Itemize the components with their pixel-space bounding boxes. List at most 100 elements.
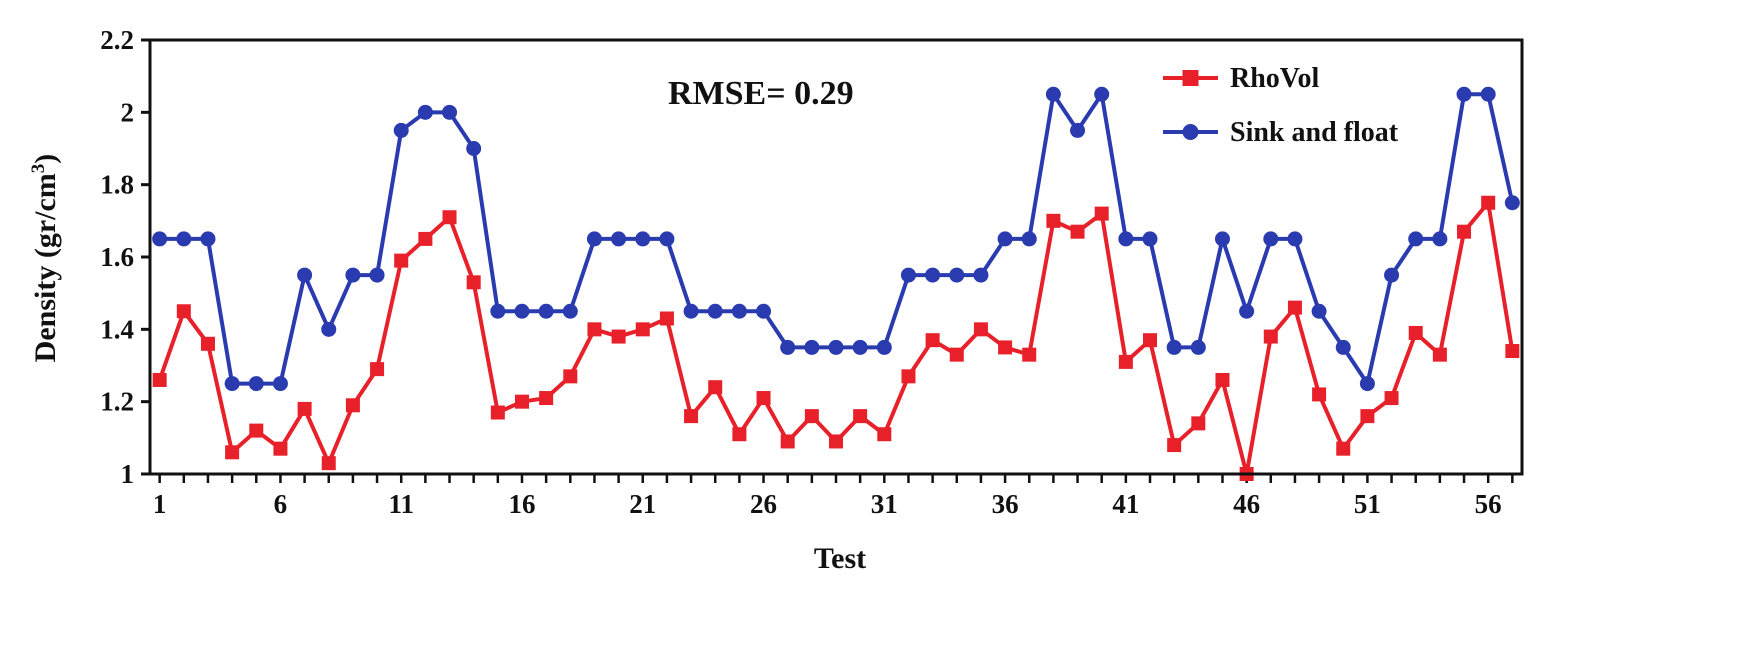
data-point <box>586 231 602 247</box>
svg-text:Density (gr/cm3): Density (gr/cm3) <box>28 154 62 363</box>
x-tick-label: 6 <box>274 489 288 519</box>
data-point <box>635 322 650 337</box>
data-point <box>442 210 457 225</box>
data-point <box>200 231 216 247</box>
data-point <box>611 231 627 247</box>
data-point <box>1504 195 1520 211</box>
y-tick-label: 2.2 <box>100 25 134 55</box>
data-point <box>152 231 168 247</box>
data-point <box>1360 409 1375 424</box>
data-point <box>297 267 313 283</box>
y-tick-label: 1.4 <box>100 314 134 344</box>
data-point <box>1094 86 1110 102</box>
data-point <box>684 409 699 424</box>
data-point <box>925 267 941 283</box>
data-point <box>756 303 772 319</box>
data-point <box>176 304 191 319</box>
y-tick-label: 1 <box>121 459 135 489</box>
data-point <box>321 456 336 471</box>
y-axis-ticks: 1 1.2 1.4 1.6 1.8 2 2.2 <box>100 25 150 489</box>
data-point <box>1118 231 1134 247</box>
data-point <box>829 434 843 449</box>
data-point <box>1045 86 1061 102</box>
data-point <box>442 104 458 120</box>
x-tick-label: 36 <box>992 489 1019 519</box>
data-point <box>611 329 626 344</box>
data-point <box>756 391 771 406</box>
x-axis-ticks: 1 6 11 16 21 26 31 36 41 46 51 56 <box>153 474 1514 519</box>
data-point <box>1021 231 1037 247</box>
data-point <box>683 303 699 319</box>
data-point <box>828 339 844 355</box>
data-point <box>635 231 651 247</box>
data-point <box>853 409 868 424</box>
data-point <box>1046 213 1061 228</box>
x-tick-label: 41 <box>1112 489 1139 519</box>
data-point <box>852 339 868 355</box>
data-point <box>224 376 240 392</box>
data-point <box>949 267 965 283</box>
data-point <box>321 321 337 337</box>
data-point <box>876 339 892 355</box>
data-point <box>1384 267 1400 283</box>
legend: RhoVol Sink and float <box>1163 63 1399 148</box>
legend-label: RhoVol <box>1230 63 1319 94</box>
data-point <box>804 339 820 355</box>
x-tick-label: 26 <box>750 489 777 519</box>
y-axis-title-superscript: 3 <box>28 164 49 174</box>
data-point <box>393 122 409 138</box>
data-point <box>973 322 988 337</box>
data-point <box>731 303 747 319</box>
data-point <box>1480 86 1496 102</box>
data-point <box>225 445 240 460</box>
data-point <box>394 253 409 268</box>
data-point <box>780 339 796 355</box>
x-tick-label: 51 <box>1354 489 1381 519</box>
y-tick-label: 1.8 <box>100 170 134 200</box>
data-point <box>1457 224 1472 239</box>
data-point <box>1505 344 1520 359</box>
data-point <box>297 401 312 416</box>
data-point <box>152 372 167 387</box>
x-tick-label: 1 <box>153 489 167 519</box>
data-point <box>200 336 215 351</box>
data-point <box>1142 231 1158 247</box>
data-point <box>369 267 385 283</box>
data-point <box>248 376 264 392</box>
data-point <box>1432 347 1447 362</box>
data-point <box>1143 333 1158 348</box>
data-point <box>1311 303 1327 319</box>
data-point <box>1359 376 1375 392</box>
data-point <box>370 362 385 377</box>
y-axis-title: Density (gr/cm3) <box>28 154 62 363</box>
data-point <box>1312 387 1327 402</box>
x-tick-label: 16 <box>508 489 535 519</box>
data-point <box>1239 303 1255 319</box>
series-layer <box>152 86 1520 481</box>
rmse-annotation: RMSE= 0.29 <box>668 75 854 112</box>
legend-marker <box>1182 70 1199 86</box>
data-point <box>732 427 747 442</box>
legend-marker <box>1182 124 1199 140</box>
series-rhovol <box>152 195 1520 481</box>
data-point <box>708 380 723 395</box>
data-point <box>707 303 723 319</box>
data-point <box>345 398 360 413</box>
data-point <box>1263 329 1278 344</box>
x-tick-label: 21 <box>629 489 656 519</box>
data-point <box>466 275 481 290</box>
data-point <box>973 267 989 283</box>
data-point <box>1191 416 1206 431</box>
plot-area-frame <box>148 38 1524 476</box>
data-point <box>1118 354 1133 369</box>
data-point <box>1022 347 1037 362</box>
y-tick-label: 2 <box>121 97 135 127</box>
data-point <box>1070 224 1085 239</box>
data-point <box>490 303 506 319</box>
data-point <box>417 104 433 120</box>
data-point <box>1190 339 1206 355</box>
data-point <box>490 405 505 420</box>
data-point <box>273 441 288 456</box>
data-point <box>659 231 675 247</box>
data-point <box>1384 391 1399 406</box>
